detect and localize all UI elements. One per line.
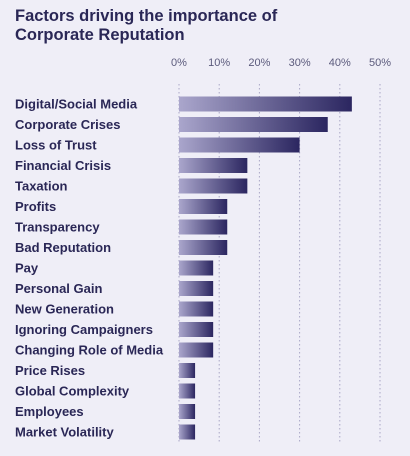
x-tick-label: 0% [171, 57, 187, 69]
bar [179, 322, 214, 337]
bar [179, 117, 328, 132]
category-label: New Generation [15, 302, 114, 317]
category-label: Transparency [15, 220, 100, 235]
chart-title-line-2: Corporate Reputation [15, 26, 185, 44]
category-label: Profits [15, 199, 56, 214]
category-label: Changing Role of Media [15, 343, 164, 358]
bars [179, 96, 352, 440]
chart-title-line-1: Factors driving the importance of [15, 7, 278, 25]
bar [179, 240, 228, 255]
category-label: Pay [15, 261, 39, 276]
category-label: Ignoring Campaigners [15, 322, 153, 337]
bar [179, 260, 214, 276]
category-label: Loss of Trust [15, 138, 97, 153]
category-label: Taxation [15, 179, 68, 194]
bar [179, 281, 214, 296]
bar [179, 424, 196, 440]
category-label: Corporate Crises [15, 117, 120, 132]
category-label: Market Volatility [15, 425, 115, 440]
category-label: Global Complexity [15, 384, 130, 399]
category-label: Financial Crisis [15, 158, 111, 173]
category-label: Price Rises [15, 363, 85, 378]
x-tick-label: 30% [289, 57, 311, 69]
bar [179, 137, 300, 153]
category-label: Bad Reputation [15, 240, 111, 255]
x-tick-label: 50% [369, 57, 391, 69]
x-tick-label: 10% [208, 57, 230, 69]
category-labels: Digital/Social Media Corporate Crises Loss… [15, 97, 164, 440]
category-label: Digital/Social Media [15, 97, 138, 112]
bar [179, 342, 214, 358]
bar [179, 363, 196, 378]
bar [179, 178, 248, 194]
bar [179, 404, 196, 419]
bar [179, 301, 214, 317]
chart-title: Factors driving the importance of Corpor… [15, 7, 315, 45]
x-axis-ticks: 0% 10% 20% 30% 40% 50% [171, 57, 391, 69]
bar [179, 219, 228, 235]
category-label: Employees [15, 404, 84, 419]
x-tick-label: 40% [329, 57, 351, 69]
bar [179, 383, 196, 399]
bar [179, 158, 248, 173]
bar [179, 199, 228, 214]
x-tick-label: 20% [248, 57, 270, 69]
category-label: Personal Gain [15, 281, 102, 296]
bar [179, 96, 352, 112]
